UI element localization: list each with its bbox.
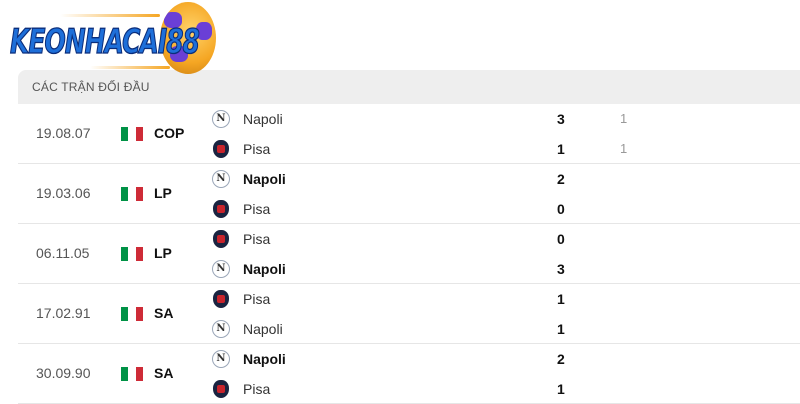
team-name: Pisa xyxy=(243,141,271,157)
match-date: 17.02.91 xyxy=(36,305,91,321)
pisa-crest-icon xyxy=(213,200,229,218)
match-date: 06.11.05 xyxy=(36,245,90,261)
competition: LP xyxy=(154,185,172,201)
pisa-crest-icon xyxy=(213,140,229,158)
logo-streak xyxy=(60,14,160,17)
logo-text: KEONHACAI88 xyxy=(10,21,201,62)
team-line[interactable]: Pisa 1 1 xyxy=(212,134,772,164)
italy-flag-icon xyxy=(121,247,143,261)
napoli-crest-icon: N xyxy=(212,260,230,278)
team-name: Pisa xyxy=(243,201,271,217)
team-line[interactable]: N Napoli 2 xyxy=(212,164,772,194)
team-score: 1 xyxy=(557,321,565,337)
team-line[interactable]: N Napoli 3 xyxy=(212,254,772,284)
match-row[interactable]: 19.03.06 LP N Napoli 2 Pisa 0 xyxy=(18,164,800,224)
napoli-crest-icon: N xyxy=(212,110,230,128)
napoli-crest-icon: N xyxy=(212,350,230,368)
logo: KEONHACAI88 xyxy=(0,0,230,80)
match-date: 19.03.06 xyxy=(36,185,91,201)
soccer-ball-icon xyxy=(160,2,216,74)
match-row[interactable]: 06.11.05 LP Pisa 0 N Napoli 3 xyxy=(18,224,800,284)
team-line[interactable]: Pisa 0 xyxy=(212,194,772,224)
napoli-crest-icon: N xyxy=(212,170,230,188)
pisa-crest-icon xyxy=(213,290,229,308)
napoli-crest-icon: N xyxy=(212,320,230,338)
secondary-score: 1 xyxy=(620,141,628,156)
team-line[interactable]: Pisa 0 xyxy=(212,224,772,254)
logo-streak xyxy=(90,66,170,69)
match-row[interactable]: 17.02.91 SA Pisa 1 N Napoli 1 xyxy=(18,284,800,344)
secondary-score: 1 xyxy=(620,111,628,126)
section-header: CÁC TRẬN ĐỐI ĐẦU xyxy=(18,70,800,104)
team-score: 3 xyxy=(557,111,565,127)
match-date: 19.08.07 xyxy=(36,125,91,141)
italy-flag-icon xyxy=(121,187,143,201)
team-score: 2 xyxy=(557,171,565,187)
team-name: Pisa xyxy=(243,231,271,247)
team-name: Pisa xyxy=(243,381,271,397)
team-line[interactable]: Pisa 1 xyxy=(212,374,772,404)
team-score: 0 xyxy=(557,231,565,247)
team-name: Napoli xyxy=(243,321,283,337)
italy-flag-icon xyxy=(121,127,143,141)
team-name: Pisa xyxy=(243,291,271,307)
pisa-crest-icon xyxy=(213,380,229,398)
team-line[interactable]: N Napoli 1 xyxy=(212,314,772,344)
team-name: Napoli xyxy=(243,261,286,277)
team-score: 3 xyxy=(557,261,565,277)
competition: SA xyxy=(154,305,174,321)
team-score: 1 xyxy=(557,141,565,157)
team-line[interactable]: N Napoli 3 1 xyxy=(212,104,772,134)
team-score: 0 xyxy=(557,201,565,217)
competition: LP xyxy=(154,245,172,261)
section-title: CÁC TRẬN ĐỐI ĐẦU xyxy=(32,80,150,94)
team-score: 1 xyxy=(557,291,565,307)
competition: SA xyxy=(154,365,174,381)
italy-flag-icon xyxy=(121,307,143,321)
team-line[interactable]: Pisa 1 xyxy=(212,284,772,314)
team-name: Napoli xyxy=(243,351,286,367)
match-date: 30.09.90 xyxy=(36,365,91,381)
pisa-crest-icon xyxy=(213,230,229,248)
match-row[interactable]: 19.08.07 COP N Napoli 3 1 Pisa 1 1 xyxy=(18,104,800,164)
team-name: Napoli xyxy=(243,111,283,127)
team-score: 2 xyxy=(557,351,565,367)
match-row[interactable]: 30.09.90 SA N Napoli 2 Pisa 1 xyxy=(18,344,800,404)
team-line[interactable]: N Napoli 2 xyxy=(212,344,772,374)
team-score: 1 xyxy=(557,381,565,397)
team-name: Napoli xyxy=(243,171,286,187)
italy-flag-icon xyxy=(121,367,143,381)
competition: COP xyxy=(154,125,185,141)
